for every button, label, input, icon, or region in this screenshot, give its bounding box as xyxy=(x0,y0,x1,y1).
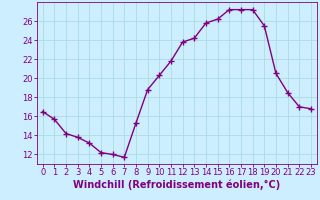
X-axis label: Windchill (Refroidissement éolien,°C): Windchill (Refroidissement éolien,°C) xyxy=(73,180,280,190)
